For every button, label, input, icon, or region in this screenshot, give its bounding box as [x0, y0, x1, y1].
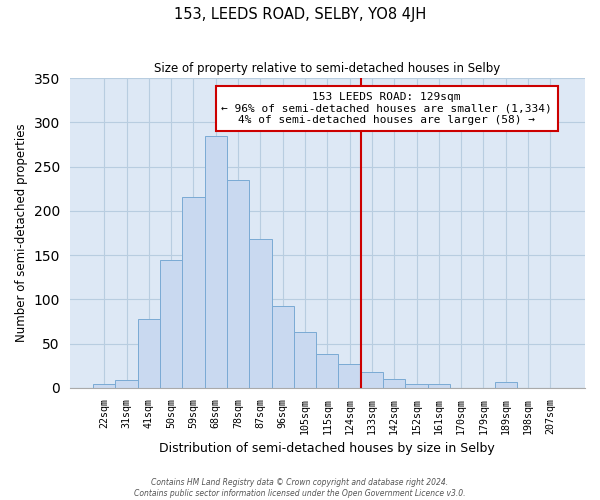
Bar	[316, 354, 338, 388]
Text: Contains HM Land Registry data © Crown copyright and database right 2024.
Contai: Contains HM Land Registry data © Crown c…	[134, 478, 466, 498]
Bar	[93, 384, 115, 388]
Bar	[294, 332, 316, 388]
Title: Size of property relative to semi-detached houses in Selby: Size of property relative to semi-detach…	[154, 62, 500, 76]
Bar	[406, 384, 428, 388]
Y-axis label: Number of semi-detached properties: Number of semi-detached properties	[15, 124, 28, 342]
Bar	[227, 180, 249, 388]
Text: 153, LEEDS ROAD, SELBY, YO8 4JH: 153, LEEDS ROAD, SELBY, YO8 4JH	[174, 8, 426, 22]
Bar	[249, 239, 272, 388]
Bar	[205, 136, 227, 388]
Bar	[182, 196, 205, 388]
Bar	[160, 260, 182, 388]
Bar	[272, 306, 294, 388]
Text: 153 LEEDS ROAD: 129sqm
← 96% of semi-detached houses are smaller (1,334)
4% of s: 153 LEEDS ROAD: 129sqm ← 96% of semi-det…	[221, 92, 552, 125]
Bar	[383, 379, 406, 388]
X-axis label: Distribution of semi-detached houses by size in Selby: Distribution of semi-detached houses by …	[160, 442, 495, 455]
Bar	[428, 384, 450, 388]
Bar	[494, 382, 517, 388]
Bar	[137, 319, 160, 388]
Bar	[115, 380, 137, 388]
Bar	[361, 372, 383, 388]
Bar	[338, 364, 361, 388]
